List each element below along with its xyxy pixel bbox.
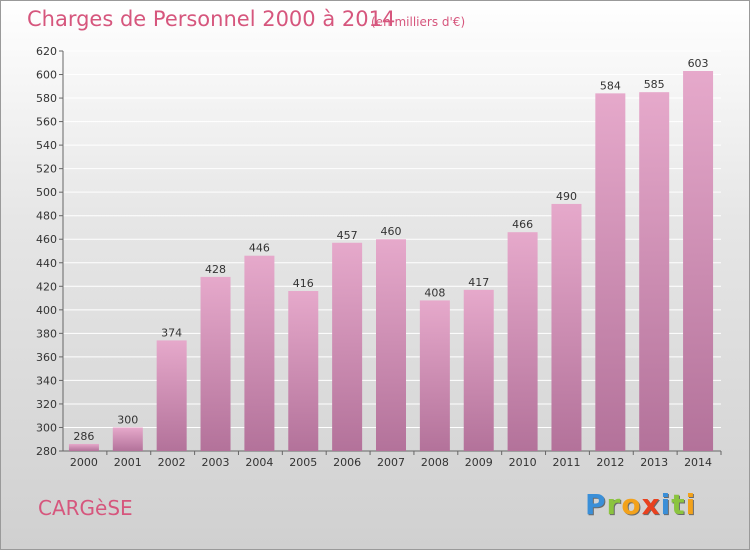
place-name: CARGèSE: [38, 496, 133, 520]
data-label: 300: [117, 413, 138, 426]
x-tick-label: 2013: [640, 456, 668, 469]
y-tick-label: 380: [36, 327, 57, 340]
proxiti-logo: Proxiti: [585, 488, 696, 521]
data-label: 374: [161, 326, 182, 339]
data-label: 584: [600, 79, 621, 92]
data-label: 466: [512, 218, 533, 231]
bar-2007: [376, 239, 406, 451]
y-tick-label: 480: [36, 210, 57, 223]
data-label: 457: [337, 229, 358, 242]
x-tick-label: 2002: [158, 456, 186, 469]
x-tick-label: 2005: [289, 456, 317, 469]
y-tick-label: 300: [36, 421, 57, 434]
data-label: 286: [73, 430, 94, 443]
x-tick-label: 2010: [509, 456, 537, 469]
x-tick-label: 2014: [684, 456, 712, 469]
bar-2008: [419, 300, 450, 451]
y-tick-label: 460: [36, 233, 57, 246]
x-tick-label: 2000: [70, 456, 98, 469]
bar-2001: [112, 427, 143, 451]
x-tick-label: 2006: [333, 456, 361, 469]
bar-2000: [68, 443, 99, 451]
bar-2006: [332, 242, 363, 451]
y-tick-label: 560: [36, 116, 57, 129]
bar-2004: [244, 255, 275, 451]
x-tick-label: 2009: [465, 456, 493, 469]
y-tick-label: 540: [36, 139, 57, 152]
logo-letter: o: [621, 488, 642, 521]
y-tick-label: 400: [36, 304, 57, 317]
x-tick-label: 2008: [421, 456, 449, 469]
y-tick-label: 580: [36, 92, 57, 105]
logo-letter: r: [606, 488, 622, 521]
bar-2012: [595, 93, 626, 452]
data-label: 585: [644, 78, 665, 91]
y-tick-label: 280: [36, 445, 57, 458]
bar-2011: [551, 203, 582, 451]
y-tick-label: 600: [36, 69, 57, 82]
bar-2002: [156, 340, 187, 451]
x-tick-label: 2011: [552, 456, 580, 469]
x-tick-label: 2012: [596, 456, 624, 469]
y-tick-label: 360: [36, 351, 57, 364]
y-tick-label: 500: [36, 186, 57, 199]
logo-letter: t: [671, 488, 686, 521]
bar-2005: [288, 291, 319, 451]
x-tick-label: 2007: [377, 456, 405, 469]
logo-letter: x: [641, 488, 661, 521]
bar-2013: [639, 92, 670, 452]
logo-letter: i: [685, 488, 697, 521]
y-tick-label: 320: [36, 398, 57, 411]
chart-unit: (en milliers d'€): [371, 15, 466, 29]
bar-2003: [200, 276, 231, 451]
x-tick-label: 2001: [114, 456, 142, 469]
data-label: 408: [424, 286, 445, 299]
data-label: 417: [468, 276, 489, 289]
data-label: 603: [688, 57, 709, 70]
data-label: 416: [293, 277, 314, 290]
y-tick-label: 520: [36, 163, 57, 176]
data-label: 428: [205, 263, 226, 276]
y-tick-label: 420: [36, 280, 57, 293]
bar-2014: [683, 71, 714, 451]
data-label: 460: [381, 225, 402, 238]
y-tick-label: 620: [36, 45, 57, 58]
data-label: 446: [249, 242, 270, 255]
bar-2009: [463, 289, 494, 451]
logo-letter: P: [585, 488, 607, 521]
logo-letter: i: [660, 488, 672, 521]
y-tick-label: 440: [36, 257, 57, 270]
chart-title: Charges de Personnel 2000 à 2014: [27, 7, 396, 31]
bar-2010: [507, 232, 538, 451]
x-tick-label: 2003: [202, 456, 230, 469]
data-label: 490: [556, 190, 577, 203]
y-tick-label: 340: [36, 374, 57, 387]
x-tick-label: 2004: [245, 456, 273, 469]
